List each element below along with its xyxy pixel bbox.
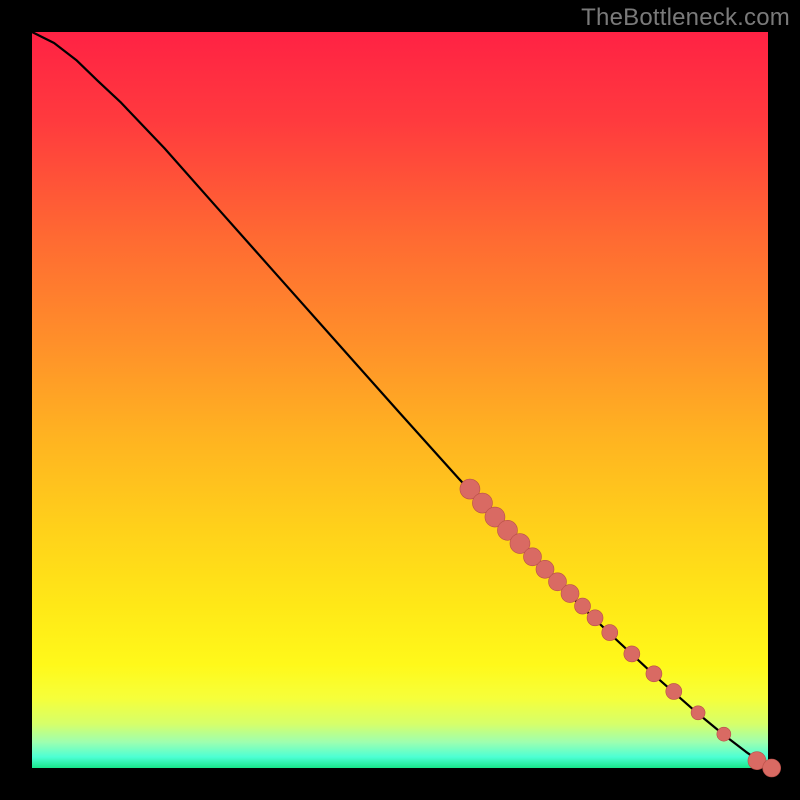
chart-stage: TheBottleneck.com xyxy=(0,0,800,800)
watermark-text: TheBottleneck.com xyxy=(581,4,790,32)
data-marker xyxy=(602,625,618,641)
data-marker xyxy=(624,646,640,662)
data-marker xyxy=(666,683,682,699)
plot-area xyxy=(32,32,768,768)
data-marker xyxy=(561,585,579,603)
data-marker xyxy=(646,666,662,682)
data-marker xyxy=(575,598,591,614)
data-marker xyxy=(763,759,781,777)
data-marker xyxy=(717,727,731,741)
data-marker xyxy=(587,610,603,626)
data-marker xyxy=(691,706,705,720)
bottleneck-chart xyxy=(0,0,800,800)
